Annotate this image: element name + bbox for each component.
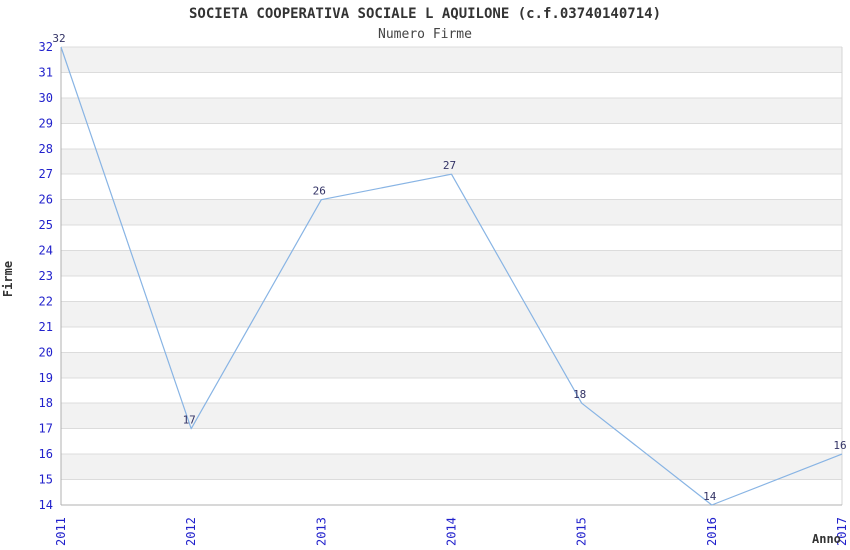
band [61,352,842,378]
x-tick-label: 2012 [184,517,198,546]
data-point-label: 14 [703,490,717,503]
x-tick-label: 2016 [705,517,719,546]
y-tick-label: 14 [39,498,53,512]
y-tick-label: 24 [39,244,53,258]
data-point-label: 17 [183,414,196,427]
y-tick-label: 21 [39,320,53,334]
y-axis-title: Firme [1,260,15,298]
band [61,97,842,124]
x-tick-label: 2015 [575,517,589,546]
chart-subtitle: Numero Firme [378,27,472,42]
y-tick-label: 20 [39,345,53,359]
band [61,47,842,73]
series-line [60,46,843,506]
y-tick-label: 25 [39,218,53,232]
y-tick-label: 23 [39,269,53,283]
y-tick-label: 18 [39,396,53,410]
y-tick-label: 19 [39,371,53,385]
y-tick-label: 16 [39,447,53,461]
y-tick-label: 26 [39,193,53,207]
band [61,301,842,327]
chart-title: SOCIETA COOPERATIVA SOCIALE L AQUILONE (… [188,6,661,22]
y-tick-label: 27 [39,167,53,181]
band [61,199,842,226]
y-tick-label: 17 [39,422,53,436]
y-tick-label: 28 [39,142,53,156]
data-point-label: 27 [443,159,456,172]
x-tick-label: 2013 [314,517,328,546]
y-tick-label: 29 [39,116,53,130]
band [61,148,842,175]
data-point-label: 18 [573,388,586,401]
y-tick-label: 30 [39,91,53,105]
data-point-label: 16 [833,439,846,452]
data-point-label: 26 [313,185,326,198]
band [61,454,842,480]
band [61,403,842,429]
y-tick-label: 15 [39,473,53,487]
y-tick-label: 32 [39,40,53,54]
y-tick-label: 31 [39,65,53,79]
band [61,250,842,276]
x-axis-title: Anno [812,532,841,546]
x-tick-label: 2011 [54,517,68,546]
data-point-label: 32 [52,32,65,45]
x-tick-label: 2014 [445,517,459,546]
x-tick-label: 2017 [835,517,849,546]
y-tick-label: 22 [39,294,53,308]
